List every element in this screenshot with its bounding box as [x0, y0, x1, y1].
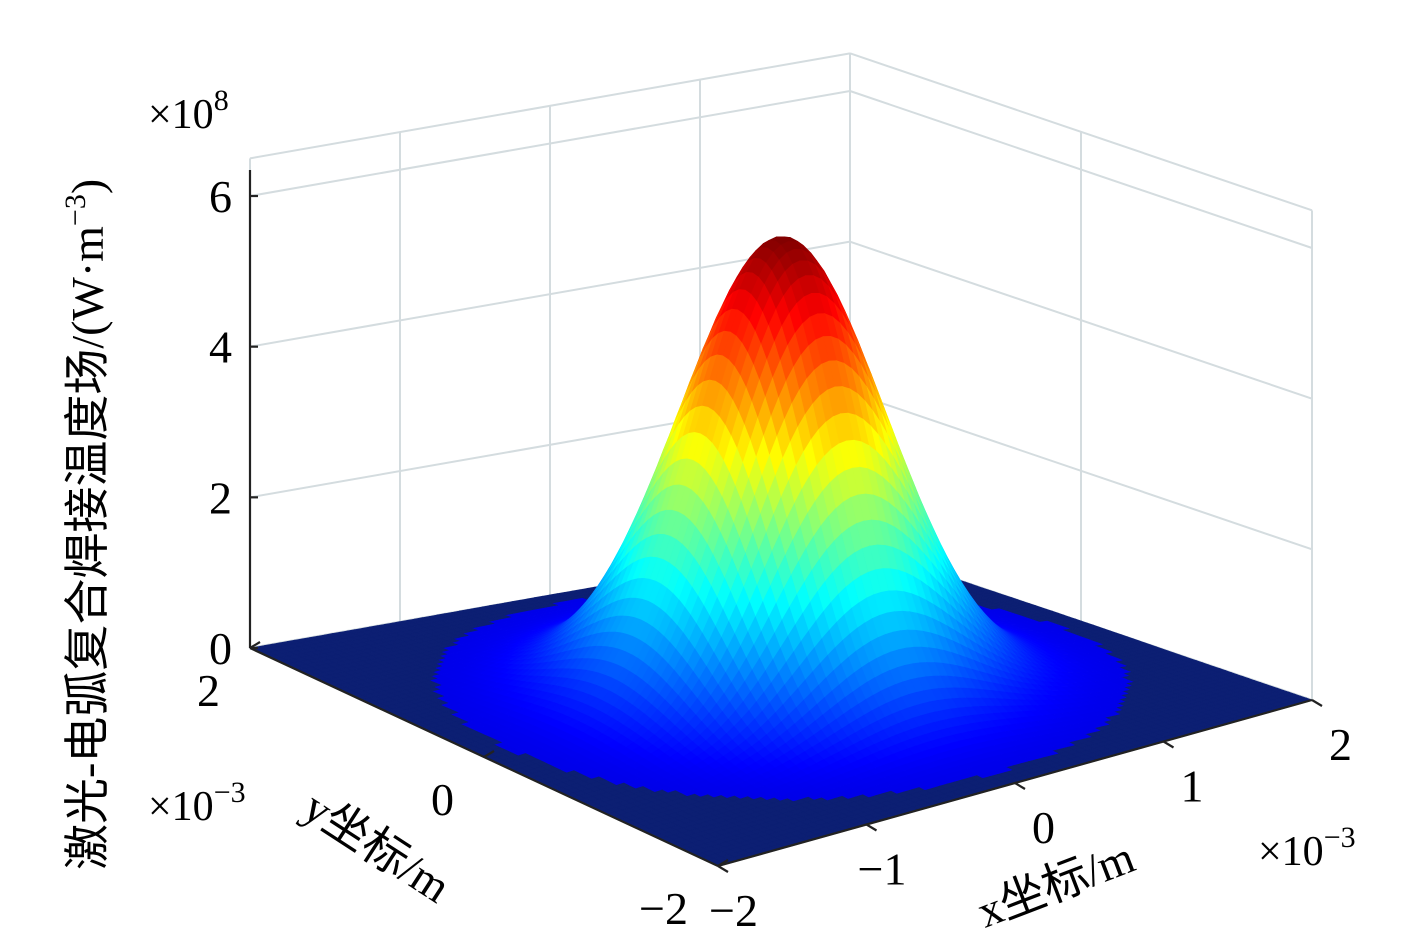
- grid-line: [249, 52, 851, 160]
- surface: [249, 236, 1314, 867]
